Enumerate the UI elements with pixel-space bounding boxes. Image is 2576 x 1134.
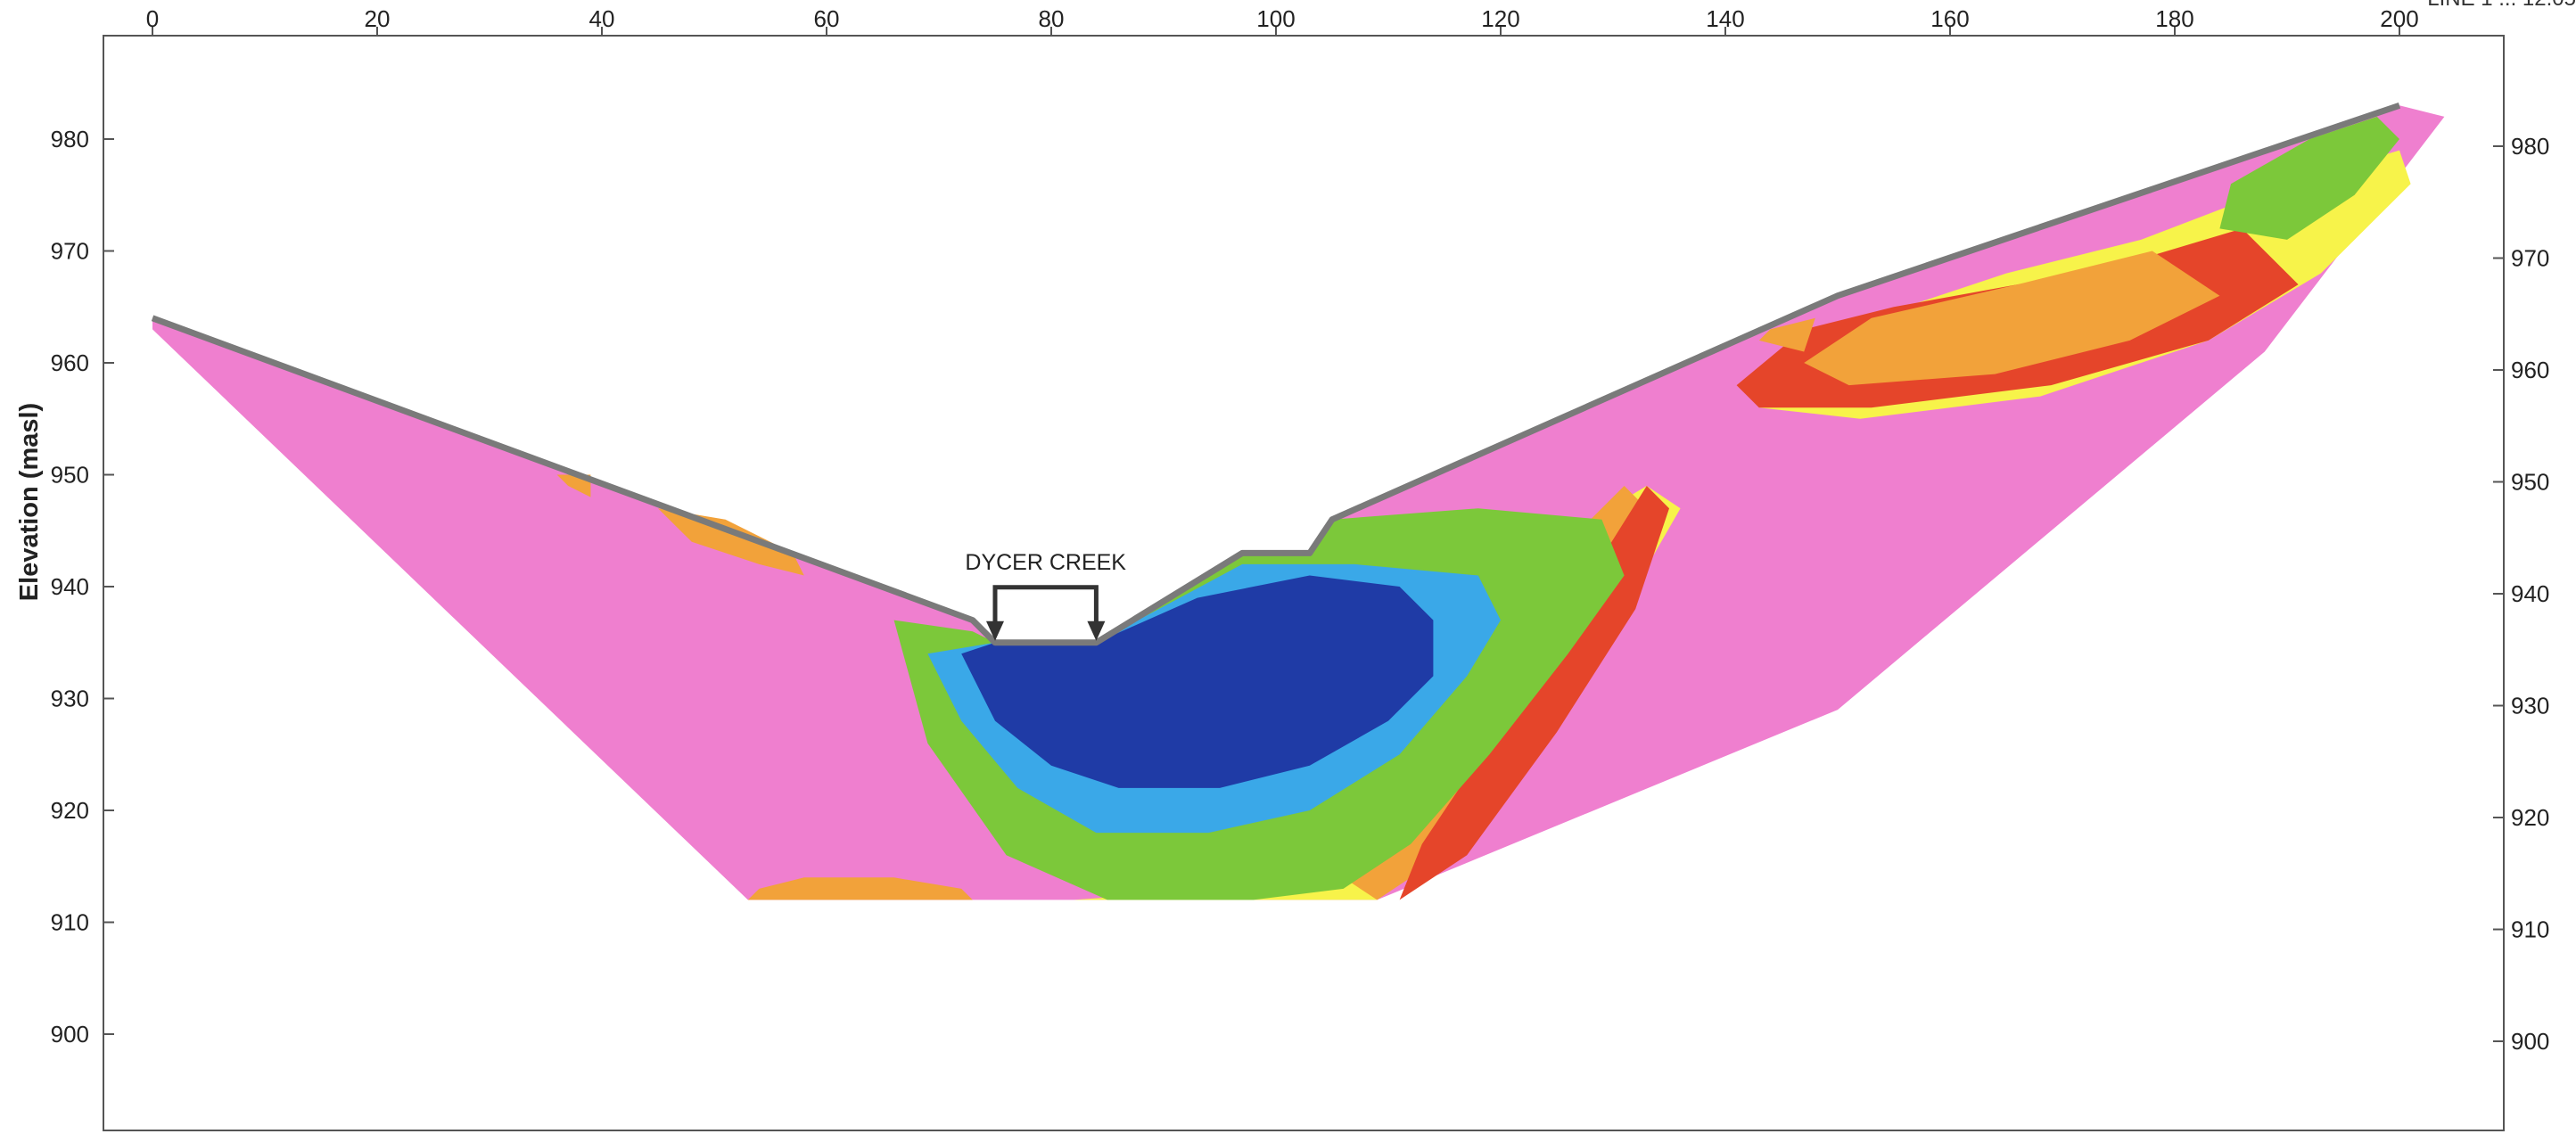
creek-bracket — [992, 585, 1099, 627]
resistivity-zone — [658, 508, 804, 576]
y-tick-label-left: 900 — [51, 1021, 89, 1048]
resistivity-zone — [1804, 251, 2220, 386]
y-tick-label-right: 970 — [2511, 245, 2549, 272]
resistivity-zone — [747, 877, 973, 900]
resistivity-zone — [2219, 116, 2399, 240]
y-tick-label-right: 940 — [2511, 580, 2549, 607]
y-tick-label-left: 950 — [51, 462, 89, 489]
y-tick-label-right: 930 — [2511, 693, 2549, 719]
y-tick-label-left: 940 — [51, 573, 89, 600]
y-tick-label-left: 930 — [51, 686, 89, 712]
x-tick-label: 80 — [1039, 5, 1065, 32]
plot-frame — [103, 35, 2505, 1131]
y-tick-label-right: 960 — [2511, 357, 2549, 383]
y-tick-label-right: 920 — [2511, 804, 2549, 831]
y-tick-label-left: 980 — [51, 126, 89, 152]
y-tick-label-right: 910 — [2511, 916, 2549, 943]
x-tick-label: 140 — [1706, 5, 1744, 32]
y-tick-label-right: 950 — [2511, 469, 2549, 496]
color-zones — [556, 116, 2411, 900]
y-axis-ticks-right: 980 970 960 950 940 930 920 910 900 — [2493, 133, 2549, 1055]
creek-annotation: DYCER CREEK — [965, 550, 1126, 641]
y-tick-label-right: 900 — [2511, 1028, 2549, 1055]
x-tick-label: 100 — [1256, 5, 1295, 32]
x-tick-label: 120 — [1481, 5, 1519, 32]
section-body — [152, 105, 2445, 900]
arrow-head-icon — [986, 620, 1004, 641]
surface-line — [151, 102, 2401, 646]
x-tick-label: 40 — [589, 5, 615, 32]
resistivity-zone — [1758, 317, 1815, 352]
arrow-head-icon — [1087, 620, 1106, 641]
y-tick-label-right: 980 — [2511, 133, 2549, 160]
y-axis-ticks-left: 980 970 960 950 940 930 920 910 900 — [51, 126, 114, 1048]
y-tick-label-left: 920 — [51, 797, 89, 824]
x-tick-label: 160 — [1930, 5, 1969, 32]
x-tick-label: 20 — [365, 5, 391, 32]
annotation-label: DYCER CREEK — [965, 550, 1126, 575]
y-tick-label-left: 970 — [51, 238, 89, 265]
corner-text: LINE 1 ... 12.05 — [2427, 0, 2576, 11]
y-tick-label-left: 960 — [51, 349, 89, 376]
ground-surface — [151, 102, 2401, 646]
y-tick-label-left: 910 — [51, 909, 89, 936]
resistivity-zone — [961, 575, 1434, 788]
y-axis-title: Elevation (masl) — [15, 403, 44, 601]
x-tick-label: 60 — [814, 5, 840, 32]
x-tick-label: 200 — [2380, 5, 2418, 32]
resistivity-zone — [556, 474, 591, 497]
x-tick-label: 180 — [2155, 5, 2193, 32]
x-axis-ticks: 0 20 40 60 80 100 120 140 160 180 200 — [146, 5, 2419, 36]
section-layer — [152, 105, 2445, 900]
x-tick-label: 0 — [146, 5, 159, 32]
